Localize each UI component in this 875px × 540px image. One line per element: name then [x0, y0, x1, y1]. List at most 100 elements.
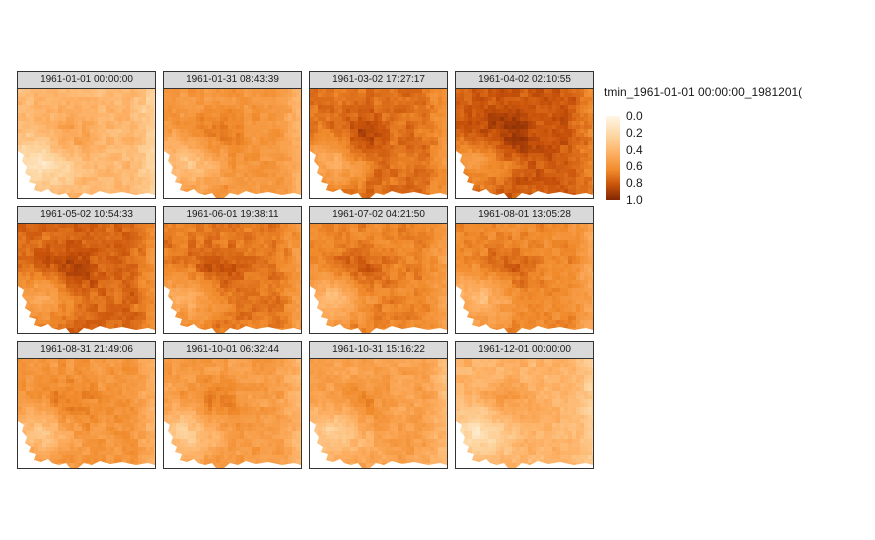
raster-cell [236, 125, 241, 130]
raster-cell [154, 165, 155, 170]
raster-cell [544, 181, 549, 186]
raster-cell [208, 169, 213, 174]
raster-cell [118, 133, 123, 138]
raster-cell [422, 121, 427, 126]
raster-cell [22, 137, 27, 142]
raster-cell [512, 113, 517, 118]
raster-cell [192, 141, 197, 146]
raster-cell [572, 97, 577, 102]
raster-cell [70, 308, 75, 313]
raster-cell [66, 260, 71, 265]
raster-cell [576, 97, 581, 102]
raster-cell [118, 185, 123, 190]
raster-cell [358, 153, 363, 158]
raster-cell [38, 248, 43, 253]
raster-cell [446, 105, 447, 110]
raster-cell [168, 133, 173, 138]
raster-cell [296, 137, 301, 142]
raster-cell [176, 153, 181, 158]
raster-cell [46, 185, 51, 190]
raster-cell [114, 129, 119, 134]
raster-cell [264, 89, 269, 94]
raster-cell [390, 157, 395, 162]
raster-cell [382, 189, 387, 194]
raster-cell [460, 153, 465, 158]
raster-cell [560, 177, 565, 182]
raster-cell [212, 149, 217, 154]
raster-cell [456, 149, 461, 154]
raster-cell [244, 153, 249, 158]
raster-cell [446, 117, 447, 122]
raster-cell [34, 284, 39, 289]
raster-cell [208, 113, 213, 118]
raster-cell [256, 121, 261, 126]
raster-cell [476, 113, 481, 118]
raster-cell [134, 109, 139, 114]
raster-cell [386, 125, 391, 130]
raster-cell [22, 109, 27, 114]
raster-cell [508, 117, 513, 122]
raster-cell [488, 173, 493, 178]
raster-cell [224, 89, 229, 94]
raster-cell [98, 149, 103, 154]
raster-cell [406, 121, 411, 126]
raster-cell [438, 93, 443, 98]
raster-cell [492, 165, 497, 170]
raster-cell [34, 252, 39, 257]
raster-cell [484, 149, 489, 154]
raster-cell [232, 153, 237, 158]
raster-cell [264, 93, 269, 98]
raster-cell [370, 137, 375, 142]
raster-cell [30, 224, 35, 229]
raster-cell [26, 137, 31, 142]
raster-cell [70, 252, 75, 257]
raster-cell [476, 93, 481, 98]
raster-cell [154, 308, 155, 313]
raster-cell [110, 101, 115, 106]
raster-cell [342, 165, 347, 170]
raster-cell [208, 101, 213, 106]
raster-cell [54, 117, 59, 122]
raster-cell [86, 240, 91, 245]
raster-cell [30, 109, 35, 114]
raster-cell [456, 113, 461, 118]
raster-cell [130, 308, 135, 313]
raster-cell [22, 149, 27, 154]
raster-cell [484, 93, 489, 98]
raster-cell [78, 141, 83, 146]
raster-cell [204, 177, 209, 182]
raster-cell [94, 117, 99, 122]
raster-cell [126, 185, 131, 190]
raster-cell [528, 161, 533, 166]
raster-cell [564, 181, 569, 186]
raster-cell [34, 280, 39, 285]
raster-cell [94, 89, 99, 94]
raster-cell [26, 101, 31, 106]
raster-cell [560, 157, 565, 162]
raster-cell [114, 256, 119, 261]
raster-cell [276, 129, 281, 134]
raster-cell [280, 125, 285, 130]
raster-cell [82, 304, 87, 309]
raster-cell [110, 121, 115, 126]
raster-cell [564, 133, 569, 138]
raster-cell [106, 304, 111, 309]
raster-cell [572, 169, 577, 174]
raster-cell [330, 177, 335, 182]
raster-cell [98, 137, 103, 142]
raster-cell [580, 189, 585, 194]
raster-cell [30, 248, 35, 253]
raster-cell [300, 97, 301, 102]
raster-cell [122, 101, 127, 106]
raster-cell [216, 149, 221, 154]
raster-cell [18, 101, 23, 106]
raster-cell [70, 232, 75, 237]
raster-cell [42, 89, 47, 94]
raster-cell [330, 109, 335, 114]
raster-cell [272, 189, 277, 194]
raster-cell [154, 185, 155, 190]
raster-cell [130, 276, 135, 281]
raster-cell [78, 328, 83, 333]
raster-cell [446, 101, 447, 106]
raster-cell [362, 93, 367, 98]
